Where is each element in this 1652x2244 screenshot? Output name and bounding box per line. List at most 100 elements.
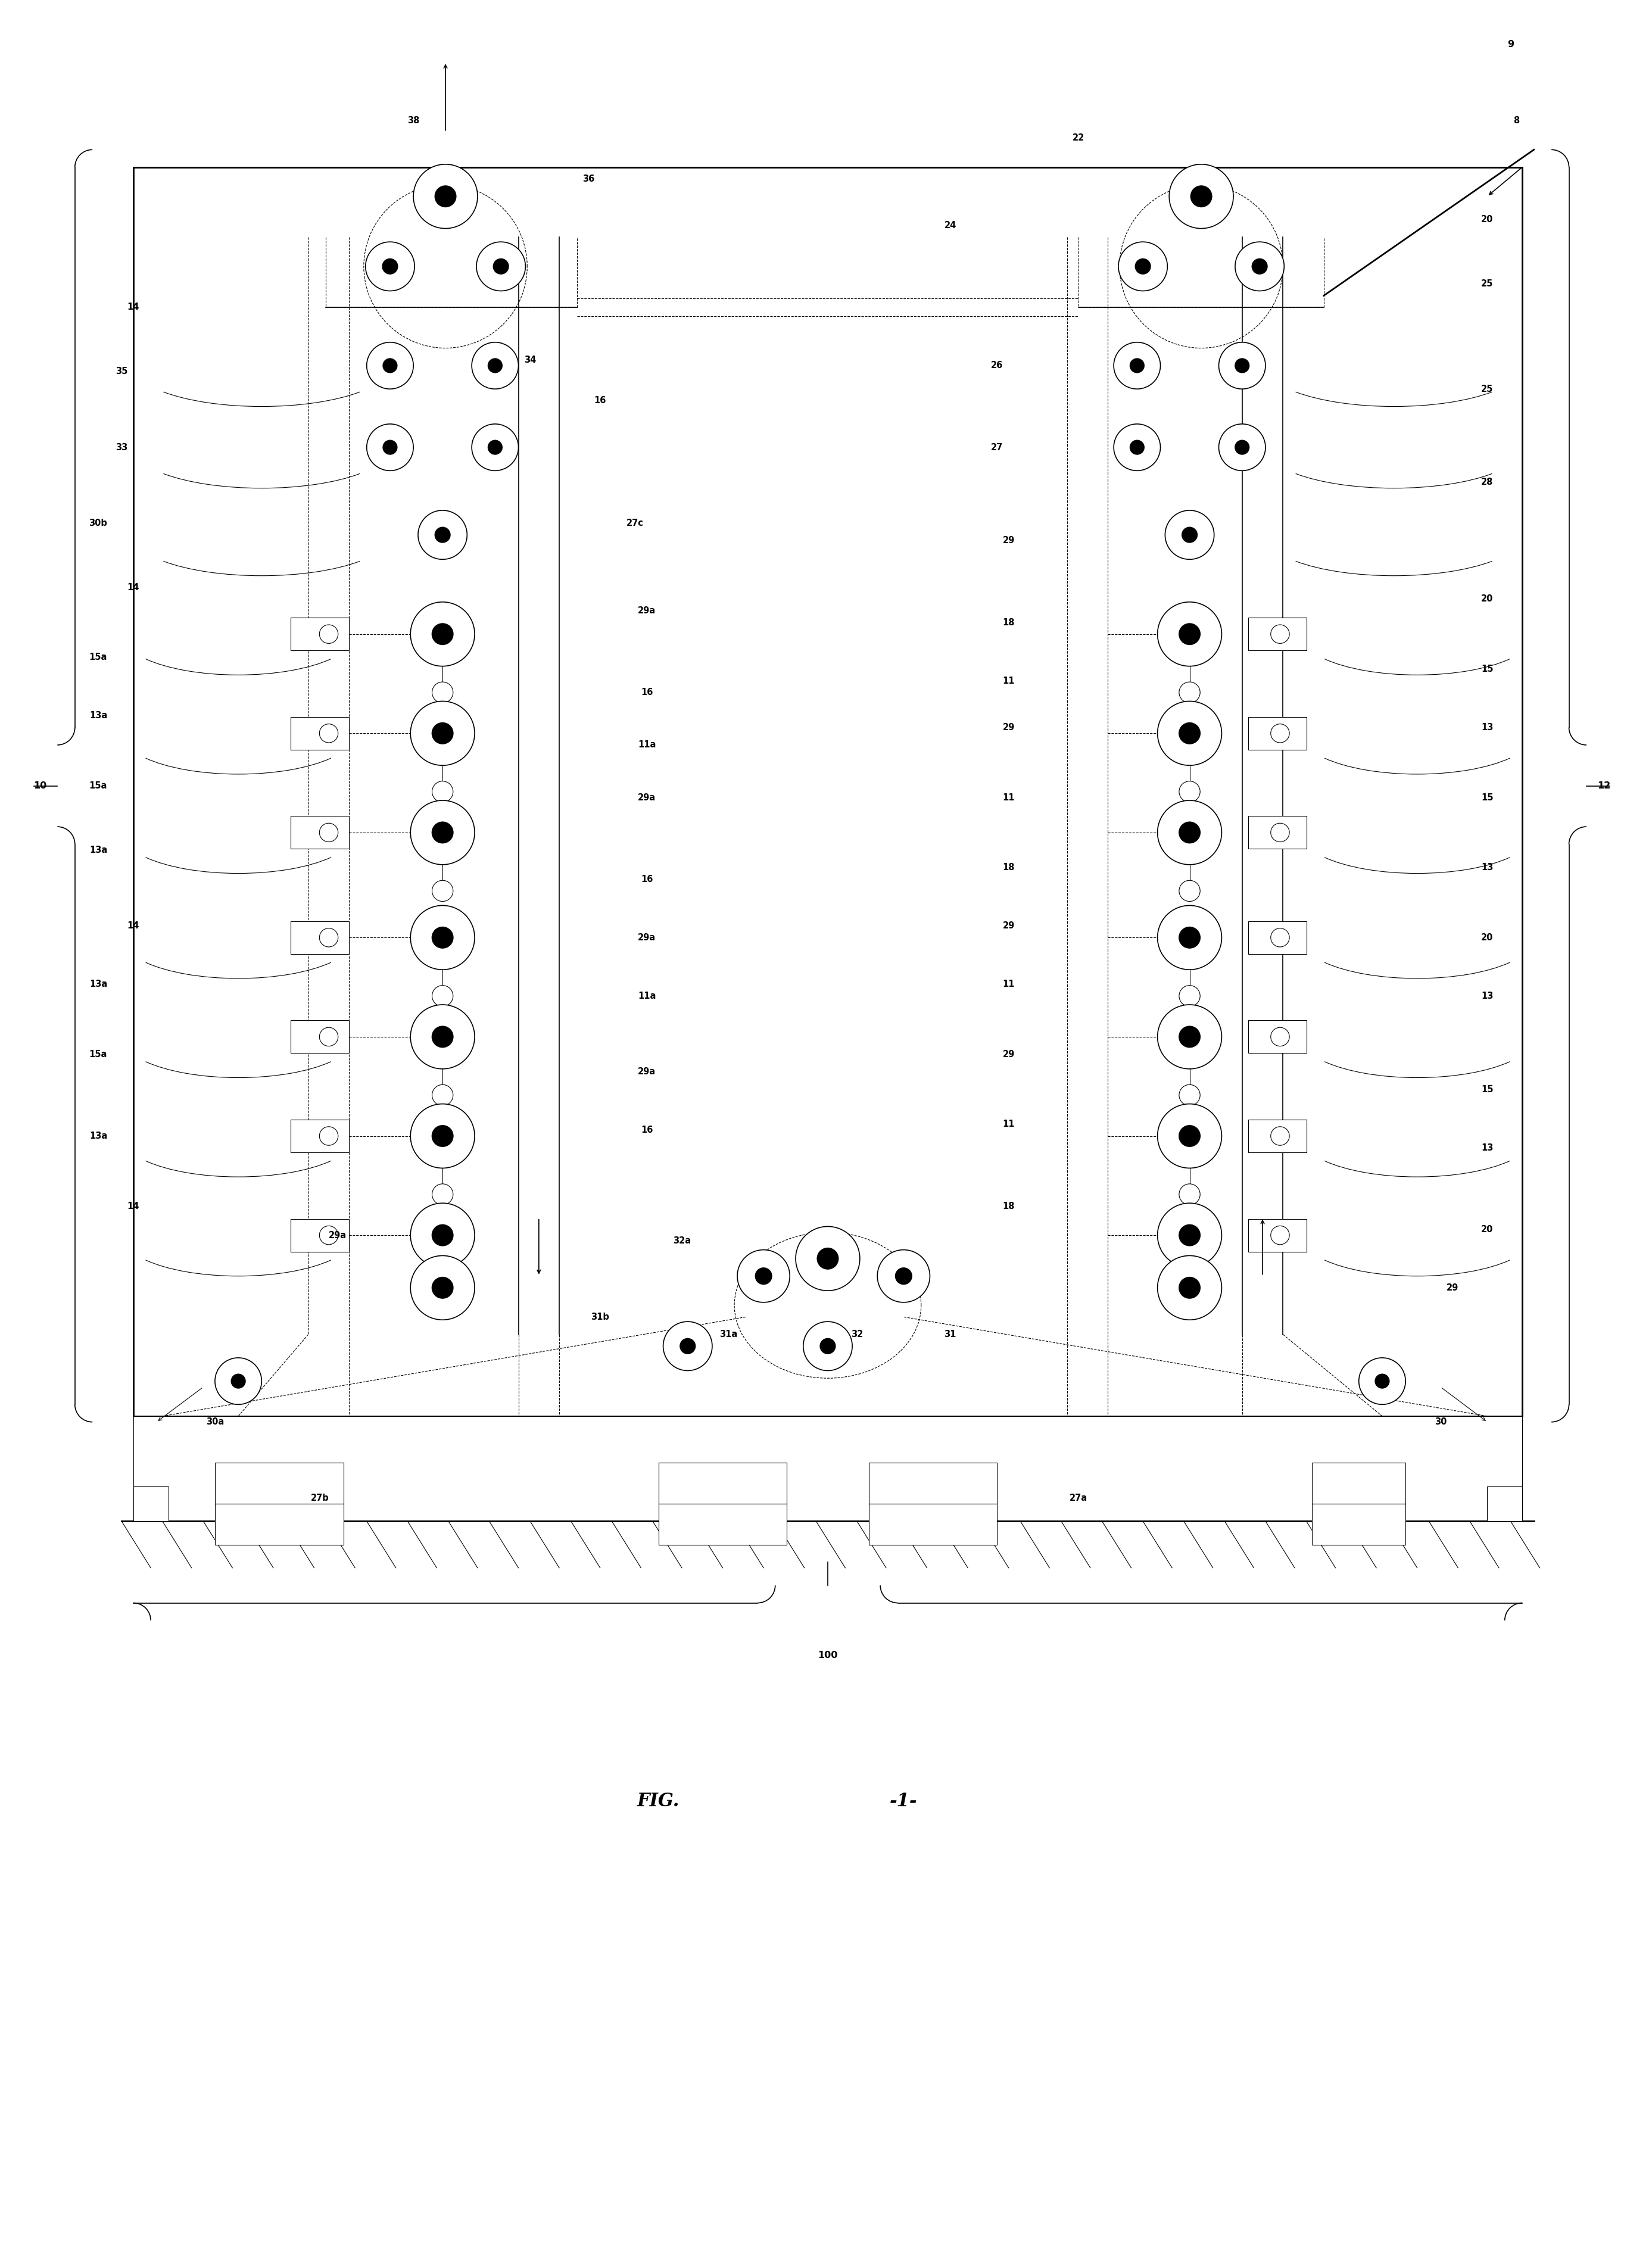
Text: 16: 16 xyxy=(641,689,653,698)
Circle shape xyxy=(1180,1185,1199,1205)
Bar xyxy=(1487,1486,1521,1521)
Circle shape xyxy=(1180,682,1199,702)
Bar xyxy=(291,1021,349,1052)
Circle shape xyxy=(1180,723,1199,743)
Circle shape xyxy=(433,821,453,844)
Circle shape xyxy=(737,1250,790,1302)
Text: FIG.: FIG. xyxy=(638,1793,679,1811)
Circle shape xyxy=(1270,824,1290,842)
Circle shape xyxy=(1236,440,1249,453)
Circle shape xyxy=(1219,343,1265,388)
Text: 13a: 13a xyxy=(89,981,107,990)
Text: 25: 25 xyxy=(1482,384,1493,393)
Circle shape xyxy=(1118,242,1168,292)
Text: 27b: 27b xyxy=(311,1495,329,1501)
Text: 20: 20 xyxy=(1482,595,1493,604)
Text: 15: 15 xyxy=(1482,792,1493,801)
Text: 8: 8 xyxy=(1513,117,1520,126)
Text: 14: 14 xyxy=(127,1201,139,1210)
Circle shape xyxy=(1180,1026,1199,1048)
Circle shape xyxy=(487,359,502,373)
Text: 29: 29 xyxy=(1003,922,1014,931)
Circle shape xyxy=(319,1028,339,1046)
Circle shape xyxy=(1270,929,1290,947)
Text: 33: 33 xyxy=(116,442,127,451)
Bar xyxy=(1247,817,1307,848)
Text: 15: 15 xyxy=(1482,1084,1493,1093)
Circle shape xyxy=(319,929,339,947)
Circle shape xyxy=(367,343,413,388)
Text: 30b: 30b xyxy=(89,518,107,527)
Circle shape xyxy=(877,1250,930,1302)
Circle shape xyxy=(410,1005,474,1068)
Text: 13: 13 xyxy=(1482,992,1493,1001)
Circle shape xyxy=(365,242,415,292)
Text: 27c: 27c xyxy=(626,518,644,527)
Circle shape xyxy=(1170,164,1234,229)
Text: 18: 18 xyxy=(1003,617,1014,626)
Circle shape xyxy=(1158,601,1222,666)
Circle shape xyxy=(383,258,398,274)
Circle shape xyxy=(1180,1084,1199,1106)
Bar xyxy=(291,1120,349,1153)
Circle shape xyxy=(1158,700,1222,765)
Text: 29: 29 xyxy=(1003,536,1014,545)
Circle shape xyxy=(319,624,339,644)
Circle shape xyxy=(1180,821,1199,844)
Text: 13: 13 xyxy=(1482,1142,1493,1151)
Circle shape xyxy=(818,1248,838,1270)
Circle shape xyxy=(433,1084,453,1106)
Circle shape xyxy=(1180,1277,1199,1299)
Bar xyxy=(1247,1021,1307,1052)
Text: 16: 16 xyxy=(641,1126,653,1135)
Circle shape xyxy=(1270,1225,1290,1245)
Bar xyxy=(869,1503,998,1544)
Bar xyxy=(291,922,349,954)
Circle shape xyxy=(1158,801,1222,864)
Circle shape xyxy=(796,1227,859,1290)
Text: 16: 16 xyxy=(641,875,653,884)
Text: 35: 35 xyxy=(116,368,127,377)
Text: 38: 38 xyxy=(408,117,420,126)
Circle shape xyxy=(662,1322,712,1371)
Circle shape xyxy=(433,1126,453,1147)
Bar xyxy=(659,1463,786,1503)
Circle shape xyxy=(410,907,474,969)
Circle shape xyxy=(433,1284,453,1304)
Circle shape xyxy=(1374,1373,1389,1389)
Circle shape xyxy=(487,440,502,453)
Text: 29: 29 xyxy=(1446,1284,1459,1293)
Bar xyxy=(134,1416,1521,1521)
Circle shape xyxy=(433,985,453,1008)
Circle shape xyxy=(231,1373,244,1389)
Circle shape xyxy=(1158,907,1222,969)
Circle shape xyxy=(1113,424,1160,471)
Text: 32: 32 xyxy=(851,1331,862,1340)
Circle shape xyxy=(319,725,339,743)
Circle shape xyxy=(418,509,468,559)
Circle shape xyxy=(681,1337,695,1353)
Text: 14: 14 xyxy=(127,922,139,931)
Bar xyxy=(659,1503,786,1544)
Circle shape xyxy=(1191,186,1213,206)
Circle shape xyxy=(433,1277,453,1299)
Circle shape xyxy=(1180,1225,1199,1245)
Text: 15a: 15a xyxy=(89,1050,107,1059)
Circle shape xyxy=(1236,242,1284,292)
Text: 29a: 29a xyxy=(638,606,656,615)
Text: 36: 36 xyxy=(583,175,595,184)
Circle shape xyxy=(433,624,453,644)
Circle shape xyxy=(819,1337,836,1353)
Circle shape xyxy=(1252,258,1267,274)
Circle shape xyxy=(433,1026,453,1048)
Text: 28: 28 xyxy=(1482,478,1493,487)
Circle shape xyxy=(433,880,453,902)
Text: 20: 20 xyxy=(1482,215,1493,224)
Circle shape xyxy=(1130,440,1145,453)
Circle shape xyxy=(434,186,456,206)
Circle shape xyxy=(1180,624,1199,644)
Circle shape xyxy=(1236,359,1249,373)
Circle shape xyxy=(410,700,474,765)
Bar xyxy=(1247,718,1307,749)
Circle shape xyxy=(319,1126,339,1144)
